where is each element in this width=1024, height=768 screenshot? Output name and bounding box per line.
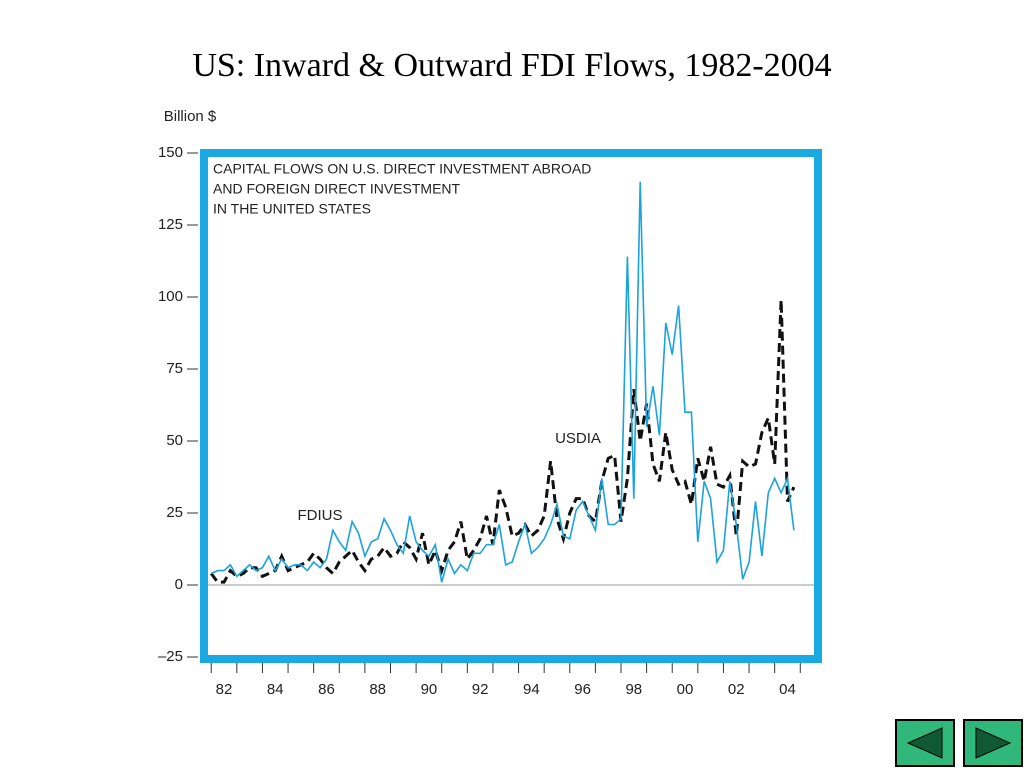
nav-back[interactable] — [895, 719, 955, 767]
x-tick-label: 02 — [728, 681, 745, 698]
series-label: FDIUS — [298, 507, 343, 524]
x-tick-label: 00 — [677, 681, 694, 698]
y-tick-label: 100 — [158, 288, 183, 305]
series-line — [209, 299, 796, 584]
x-tick-label: 96 — [574, 681, 591, 698]
chart-annotation: IN THE UNITED STATES — [213, 201, 371, 217]
x-tick-label: 90 — [421, 681, 438, 698]
series-label: USDIA — [555, 430, 601, 447]
x-tick-label: 92 — [472, 681, 489, 698]
x-tick-label: 98 — [625, 681, 642, 698]
chart-annotation: CAPITAL FLOWS ON U.S. DIRECT INVESTMENT … — [213, 161, 591, 177]
nav-next[interactable] — [963, 719, 1023, 767]
y-axis-label: Billion $ — [164, 108, 217, 125]
y-tick-label: 0 — [175, 576, 183, 593]
x-tick-label: 94 — [523, 681, 540, 698]
y-tick-label: 75 — [166, 360, 183, 377]
slide-title: US: Inward & Outward FDI Flows, 1982-200… — [192, 47, 831, 84]
x-tick-label: 82 — [216, 681, 233, 698]
nav-back-arrow — [906, 727, 943, 759]
series-line — [210, 181, 795, 583]
chart-annotation: AND FOREIGN DIRECT INVESTMENT — [213, 181, 461, 197]
nav-back-button[interactable] — [895, 719, 955, 767]
x-tick-label: 84 — [267, 681, 284, 698]
y-tick-label: 25 — [166, 504, 183, 521]
y-tick-label: 150 — [158, 144, 183, 161]
y-tick-label: 125 — [158, 216, 183, 233]
x-tick-label: 88 — [369, 681, 386, 698]
x-tick-label: 86 — [318, 681, 335, 698]
y-tick-label: –25 — [158, 648, 183, 665]
plot-frame — [200, 149, 822, 663]
nav-next-arrow — [975, 727, 1012, 759]
y-tick-label: 50 — [166, 432, 183, 449]
x-tick-label: 04 — [779, 681, 796, 698]
